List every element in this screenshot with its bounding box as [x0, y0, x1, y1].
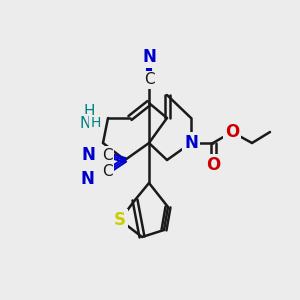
- Text: C: C: [144, 73, 154, 88]
- Text: N: N: [142, 48, 156, 66]
- Text: N: N: [184, 134, 198, 152]
- Text: O: O: [206, 156, 220, 174]
- Text: N: N: [79, 116, 91, 130]
- Text: H: H: [91, 116, 101, 130]
- Text: C: C: [102, 148, 112, 163]
- Text: C: C: [102, 164, 112, 179]
- Text: S: S: [114, 211, 126, 229]
- Text: O: O: [225, 123, 239, 141]
- Text: N: N: [80, 170, 94, 188]
- Text: H: H: [83, 104, 95, 119]
- Text: N: N: [81, 146, 95, 164]
